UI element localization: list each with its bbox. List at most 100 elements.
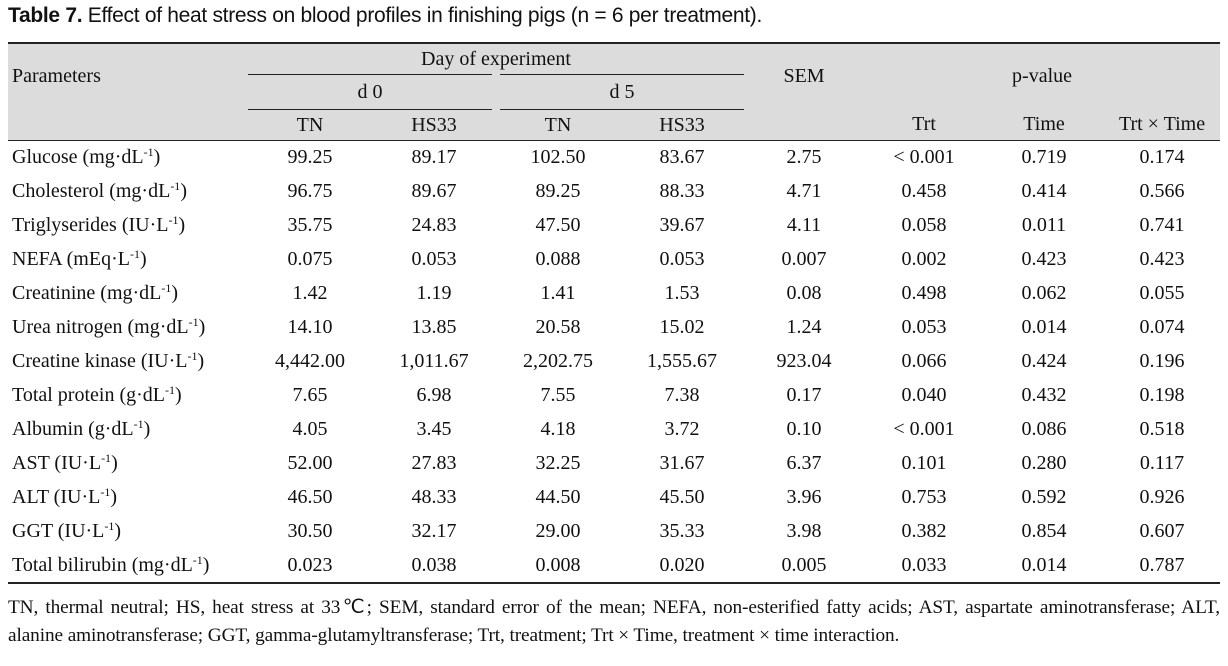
tn-d5-value: 29.00 bbox=[535, 520, 581, 542]
tn-d0-value: 35.75 bbox=[287, 214, 333, 236]
tn-d5-value: 7.55 bbox=[540, 384, 576, 406]
tn-d0-value: 99.25 bbox=[248, 140, 372, 175]
hs33-d5-value: 0.020 bbox=[620, 548, 745, 584]
p-time-value: 0.719 bbox=[984, 140, 1105, 175]
table-row: Total protein (g·dL-1) 7.65 6.98 7.55 7.38 0.… bbox=[8, 379, 1220, 413]
tn-d5-value: 0.088 bbox=[535, 248, 581, 270]
d0-header: d 0 bbox=[248, 74, 500, 110]
parameter-name: Creatinine (mg·dL bbox=[12, 282, 162, 304]
hs33-d5-value: 3.72 bbox=[664, 418, 700, 440]
unit-exponent: -1 bbox=[101, 451, 112, 465]
parameter-name: Total protein (g·dL bbox=[12, 384, 165, 406]
parameter-cell: Creatine kinase (IU·L-1) bbox=[8, 345, 248, 379]
table-body: Glucose (mg·dL-1) 99.25 89.17 102.50 83.67 2.… bbox=[8, 140, 1221, 584]
hs33-d5-value: 1,555.67 bbox=[647, 350, 717, 372]
unit-exponent: -1 bbox=[129, 247, 140, 261]
hs33-d0-header: HS33 bbox=[411, 113, 457, 136]
unit-exponent: -1 bbox=[188, 315, 199, 329]
p-trt-value: 0.458 bbox=[901, 180, 947, 202]
p-trt-x-time-value: 0.787 bbox=[1104, 548, 1221, 584]
table-caption: Table 7. Effect of heat stress on blood … bbox=[8, 4, 762, 28]
parameter-name: Cholesterol (mg·dL bbox=[12, 180, 171, 202]
unit-close: ) bbox=[175, 384, 182, 406]
hs33-d5-value: 83.67 bbox=[620, 140, 745, 175]
p-time-value: 0.014 bbox=[1021, 316, 1067, 338]
sem-value: 4.71 bbox=[786, 180, 822, 202]
tn-d0-value: 14.10 bbox=[287, 316, 333, 338]
p-time-value: 0.011 bbox=[1021, 214, 1067, 236]
parameter-cell: NEFA (mEq·L-1) bbox=[8, 243, 248, 277]
parameter-name: ALT (IU·L bbox=[12, 486, 101, 508]
sem-value: 3.96 bbox=[786, 486, 822, 508]
table-header: Parameters Day of experiment SEM p-value… bbox=[8, 42, 1221, 141]
unit-exponent: -1 bbox=[165, 383, 175, 397]
p-time-value: 0.014 bbox=[984, 548, 1105, 584]
hs33-d0-value: 48.33 bbox=[411, 486, 457, 508]
unit-close: ) bbox=[171, 282, 179, 304]
p-trt-x-time-value: 0.518 bbox=[1139, 418, 1185, 440]
p-trt-value: 0.498 bbox=[901, 282, 947, 304]
hs33-d5-header: HS33 bbox=[659, 113, 705, 136]
p-time-value: 0.592 bbox=[1021, 486, 1067, 508]
parameter-name: Albumin (g·dL bbox=[12, 418, 134, 440]
hs33-d5-value: 1.53 bbox=[664, 282, 700, 304]
tn-d5-value: 44.50 bbox=[535, 486, 581, 508]
p-time-value: 0.423 bbox=[1021, 248, 1067, 270]
table-row: Urea nitrogen (mg·dL-1) 14.10 13.85 20.58 15… bbox=[8, 311, 1220, 345]
p-trt-x-time-value: 0.741 bbox=[1139, 214, 1185, 236]
p-trt-value: 0.753 bbox=[901, 486, 947, 508]
sem-value: 6.37 bbox=[786, 452, 822, 474]
tn-d5-value: 0.008 bbox=[496, 548, 620, 584]
unit-exponent: -1 bbox=[104, 519, 115, 533]
p-trt-value: < 0.001 bbox=[893, 418, 955, 440]
tn-d0-value: 4,442.00 bbox=[275, 350, 345, 372]
parameter-cell: AST (IU·L-1) bbox=[8, 447, 248, 481]
sem-value: 0.08 bbox=[786, 282, 822, 304]
p-trt-value: 0.002 bbox=[901, 248, 947, 270]
p-trt-value: 0.101 bbox=[901, 452, 947, 474]
tn-d0-value: 96.75 bbox=[287, 180, 333, 202]
p-trt-x-time-value: 0.196 bbox=[1139, 350, 1185, 372]
tn-d0-header: TN bbox=[296, 113, 324, 136]
tn-d5-header: TN bbox=[544, 113, 572, 136]
parameter-cell: Cholesterol (mg·dL-1) bbox=[8, 175, 248, 209]
table-title: Effect of heat stress on blood profiles … bbox=[82, 4, 763, 27]
p-trt-value: 0.066 bbox=[901, 350, 947, 372]
unit-exponent: -1 bbox=[170, 179, 181, 193]
hs33-d0-value: 3.45 bbox=[416, 418, 452, 440]
unit-close: ) bbox=[198, 316, 206, 338]
parameter-cell: Total bilirubin (mg·dL-1) bbox=[8, 548, 248, 584]
p-time-value: 0.432 bbox=[1021, 384, 1067, 406]
p-trt-x-time-value: 0.198 bbox=[1139, 384, 1185, 406]
parameter-cell: Glucose (mg·dL-1) bbox=[8, 140, 248, 175]
hs33-d5-value: 88.33 bbox=[659, 180, 705, 202]
p-trt-x-time-value: 0.074 bbox=[1139, 316, 1185, 338]
unit-exponent: -1 bbox=[100, 485, 111, 499]
p-trt-value: 0.053 bbox=[901, 316, 947, 338]
table-row: AST (IU·L-1) 52.00 27.83 32.25 31.67 6.37 0.10… bbox=[8, 447, 1220, 481]
tn-d5-value: 20.58 bbox=[535, 316, 581, 338]
hs33-d5-value: 0.053 bbox=[659, 248, 705, 270]
p-trt-x-time-value: 0.566 bbox=[1139, 180, 1185, 202]
tn-d5-value: 89.25 bbox=[535, 180, 581, 202]
tn-d0-value: 1.42 bbox=[292, 282, 328, 304]
p-trt-value: 0.033 bbox=[864, 548, 985, 584]
unit-close: ) bbox=[114, 520, 122, 542]
parameter-name: NEFA (mEq·L bbox=[12, 248, 130, 270]
hs33-d5-value: 45.50 bbox=[659, 486, 705, 508]
table-row: Total bilirubin (mg·dL-1) 0.023 0.038 0.008… bbox=[8, 548, 1221, 584]
sem-value: 1.24 bbox=[786, 316, 822, 338]
hs33-d0-value: 89.67 bbox=[411, 180, 457, 202]
p-time-value: 0.854 bbox=[1021, 520, 1067, 542]
unit-close: ) bbox=[111, 452, 118, 474]
sem-subheader-blank bbox=[744, 110, 864, 141]
p-value-header: p-value bbox=[864, 42, 1221, 110]
sem-value: 2.75 bbox=[744, 140, 865, 175]
hs33-d5-value: 15.02 bbox=[659, 316, 705, 338]
sem-value: 0.007 bbox=[781, 248, 827, 270]
hs33-d5-value: 31.67 bbox=[659, 452, 705, 474]
day-of-experiment-header: Day of experiment bbox=[248, 42, 745, 75]
sem-value: 0.17 bbox=[786, 384, 822, 406]
unit-close: ) bbox=[110, 486, 117, 508]
p-trt-x-time-value: 0.055 bbox=[1139, 282, 1185, 304]
